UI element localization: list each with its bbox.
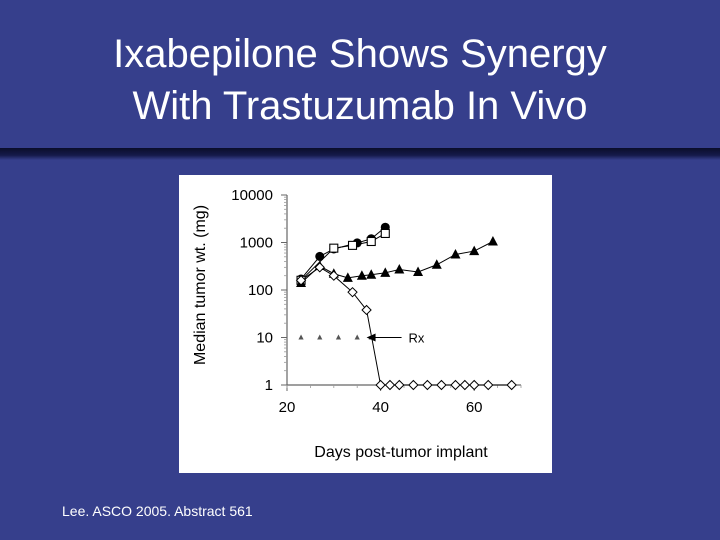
point-open-diamond: [375, 379, 386, 391]
point-open-diamond: [314, 262, 325, 273]
title-line-2: With Trastuzumab In Vivo: [132, 84, 588, 128]
point-filled-triangle: [380, 267, 391, 277]
point-open-diamond: [450, 379, 461, 391]
point-filled-triangle: [366, 269, 377, 279]
point-filled-triangle: [450, 248, 461, 259]
point-open-diamond: [295, 275, 307, 286]
chart-axes: 1 10 100 1000 10000 20 40 60: [231, 187, 522, 416]
point-dose-marker: [354, 334, 360, 340]
point-open-diamond: [361, 304, 372, 316]
point-filled-triangle: [356, 270, 367, 280]
title-divider: [0, 148, 720, 160]
rx-annotation-label: Rx: [409, 331, 425, 346]
x-axis-label: Days post-tumor implant: [314, 444, 488, 461]
point-open-diamond: [347, 286, 358, 298]
point-dose-marker: [335, 334, 342, 340]
y-tick-label: 10: [256, 330, 273, 347]
point-filled-triangle: [413, 266, 424, 276]
tumor-weight-chart: 1 10 100 1000 10000 20 40 60 Rx Median tumor wt…: [192, 187, 522, 461]
point-open-diamond: [483, 379, 494, 391]
point-filled-circle: [315, 251, 325, 261]
x-tick-label: 20: [279, 399, 296, 416]
point-filled-triangle: [394, 264, 405, 274]
point-open-diamond: [394, 379, 405, 391]
point-open-square: [329, 243, 339, 253]
point-open-diamond: [468, 379, 480, 391]
citation: Lee. ASCO 2005. Abstract 561: [62, 503, 253, 519]
y-tick-label: 1: [265, 377, 273, 394]
rx-arrow-head: [366, 333, 376, 342]
point-filled-triangle: [431, 259, 442, 269]
point-open-square: [366, 236, 376, 247]
y-tick-label: 1000: [240, 235, 273, 252]
point-dose-marker: [317, 334, 323, 340]
series-markers: [295, 222, 517, 391]
chart-panel: 1 10 100 1000 10000 20 40 60 Rx Median tumor wt…: [179, 175, 552, 473]
point-open-square: [347, 240, 358, 250]
y-tick-label: 100: [248, 282, 273, 299]
point-filled-triangle: [469, 245, 480, 256]
point-open-diamond: [328, 270, 340, 281]
x-tick-label: 40: [372, 399, 389, 416]
slide-title: Ixabepilone Shows Synergy With Trastuzum…: [0, 28, 720, 132]
point-open-diamond: [436, 379, 447, 391]
y-axis-label: Median tumor wt. (mg): [192, 205, 209, 365]
point-open-square: [380, 228, 390, 239]
point-open-diamond: [422, 379, 433, 391]
point-dose-marker: [298, 334, 304, 340]
x-tick-label: 60: [466, 399, 483, 416]
point-filled-triangle: [342, 272, 353, 282]
point-open-diamond: [459, 379, 471, 391]
point-filled-triangle: [487, 235, 498, 246]
title-line-1: Ixabepilone Shows Synergy: [113, 32, 607, 76]
series-line-open-diamond: [300, 266, 512, 386]
point-open-diamond: [408, 379, 419, 391]
y-tick-label: 10000: [231, 187, 273, 204]
point-open-diamond: [384, 379, 396, 391]
annotations: Rx: [366, 331, 425, 346]
point-open-diamond: [506, 379, 517, 391]
